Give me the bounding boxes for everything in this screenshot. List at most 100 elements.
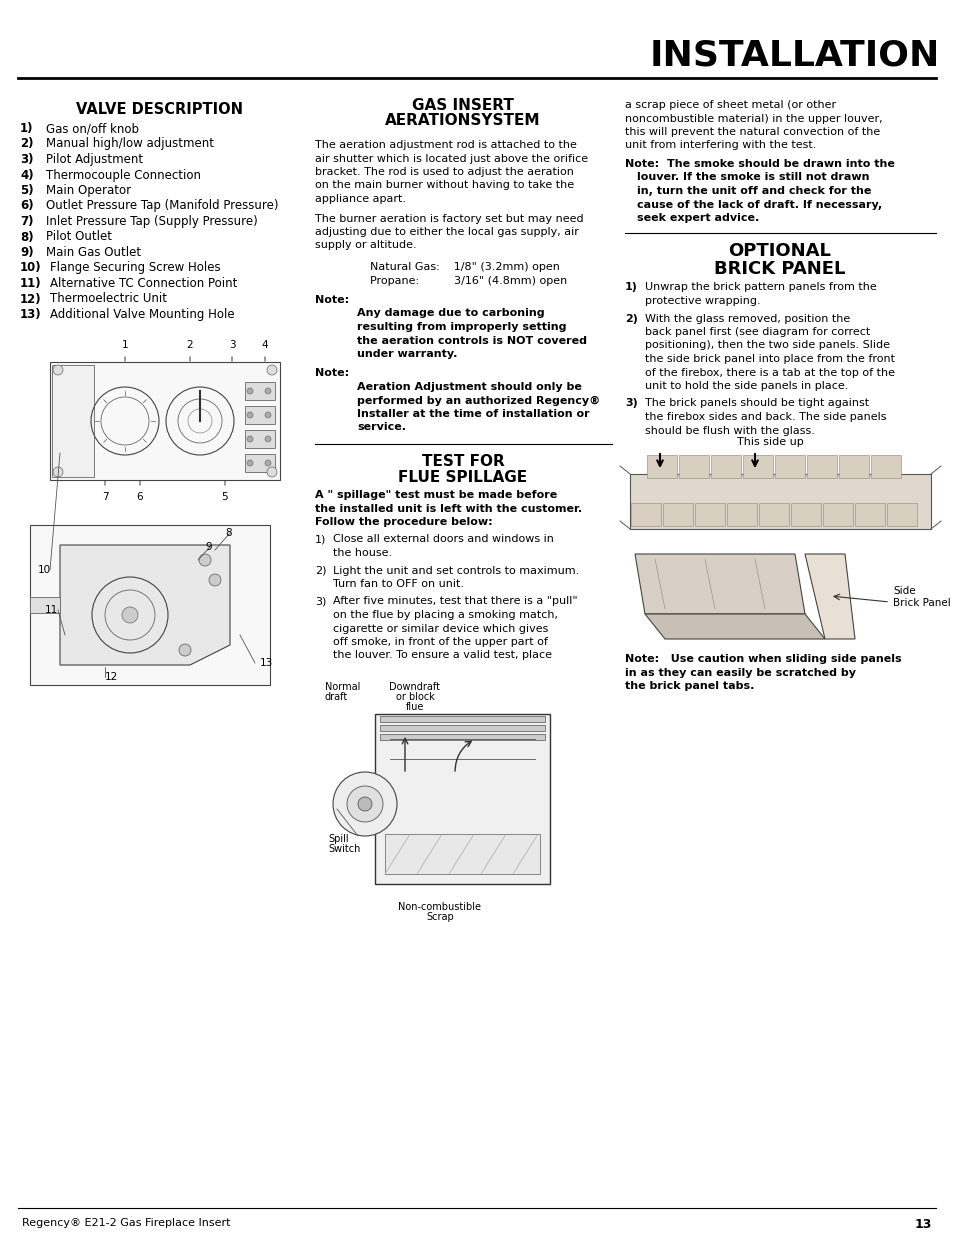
Text: 3: 3 xyxy=(229,340,235,350)
Polygon shape xyxy=(804,555,854,638)
Bar xyxy=(30,597,60,613)
Text: Light the unit and set controls to maximum.: Light the unit and set controls to maxim… xyxy=(333,566,578,576)
Bar xyxy=(379,716,544,722)
Text: FLUE SPILLAGE: FLUE SPILLAGE xyxy=(398,471,527,485)
Text: back panel first (see diagram for correct: back panel first (see diagram for correc… xyxy=(644,327,869,337)
Bar xyxy=(52,366,94,477)
Text: GAS INSERT: GAS INSERT xyxy=(412,98,514,112)
Text: the louver. To ensure a valid test, place: the louver. To ensure a valid test, plac… xyxy=(333,651,552,661)
Bar xyxy=(385,834,539,874)
Circle shape xyxy=(199,555,211,566)
Text: INSTALLATION: INSTALLATION xyxy=(649,38,939,72)
Text: the side brick panel into place from the front: the side brick panel into place from the… xyxy=(644,354,894,364)
Text: supply or altitude.: supply or altitude. xyxy=(314,241,416,251)
Text: Downdraft: Downdraft xyxy=(389,682,440,692)
Circle shape xyxy=(267,366,276,375)
Circle shape xyxy=(247,459,253,466)
Text: draft: draft xyxy=(325,692,348,701)
Text: Additional Valve Mounting Hole: Additional Valve Mounting Hole xyxy=(50,308,234,321)
Text: 5): 5) xyxy=(20,184,33,198)
Text: 13): 13) xyxy=(20,308,42,321)
Text: on the flue by placing a smoking match,: on the flue by placing a smoking match, xyxy=(333,610,558,620)
Text: 11): 11) xyxy=(20,277,42,290)
Bar xyxy=(375,714,550,884)
Text: Close all external doors and windows in: Close all external doors and windows in xyxy=(333,535,554,545)
Text: 1): 1) xyxy=(20,122,33,135)
Text: a scrap piece of sheet metal (or other: a scrap piece of sheet metal (or other xyxy=(624,100,835,110)
Text: OPTIONAL: OPTIONAL xyxy=(728,242,831,261)
Circle shape xyxy=(265,412,271,417)
Bar xyxy=(662,503,692,526)
Circle shape xyxy=(53,366,63,375)
Text: Turn fan to OFF on unit.: Turn fan to OFF on unit. xyxy=(333,579,463,589)
Text: service.: service. xyxy=(356,422,406,432)
Text: 10): 10) xyxy=(20,262,42,274)
Circle shape xyxy=(357,797,372,811)
Bar xyxy=(742,454,772,478)
Text: Non-combustible: Non-combustible xyxy=(398,902,481,911)
Text: 3): 3) xyxy=(20,153,33,165)
Bar xyxy=(854,503,884,526)
Text: in, turn the unit off and check for the: in, turn the unit off and check for the xyxy=(637,186,870,196)
Circle shape xyxy=(347,785,382,823)
Text: VALVE DESCRIPTION: VALVE DESCRIPTION xyxy=(76,103,243,117)
Text: off smoke, in front of the upper part of: off smoke, in front of the upper part of xyxy=(333,637,547,647)
Text: Propane:          3/16" (4.8mm) open: Propane: 3/16" (4.8mm) open xyxy=(370,275,567,285)
Text: Installer at the time of installation or: Installer at the time of installation or xyxy=(356,409,589,419)
Text: this will prevent the natural convection of the: this will prevent the natural convection… xyxy=(624,127,880,137)
Text: The aeration adjustment rod is attached to the: The aeration adjustment rod is attached … xyxy=(314,140,577,149)
Text: the aeration controls is NOT covered: the aeration controls is NOT covered xyxy=(356,336,586,346)
Text: TEST FOR: TEST FOR xyxy=(421,454,504,469)
Text: The burner aeration is factory set but may need: The burner aeration is factory set but m… xyxy=(314,214,583,224)
Text: Scrap: Scrap xyxy=(426,911,454,923)
Text: the installed unit is left with the customer.: the installed unit is left with the cust… xyxy=(314,504,581,514)
Text: performed by an authorized Regency®: performed by an authorized Regency® xyxy=(356,395,599,405)
Text: 13: 13 xyxy=(914,1218,931,1231)
Polygon shape xyxy=(635,555,804,614)
Circle shape xyxy=(247,436,253,442)
Bar xyxy=(245,454,274,472)
Bar xyxy=(838,454,868,478)
Polygon shape xyxy=(644,614,824,638)
Text: 2): 2) xyxy=(624,314,638,324)
Text: in as they can easily be scratched by: in as they can easily be scratched by xyxy=(624,667,855,678)
Text: Note:   Use caution when sliding side panels: Note: Use caution when sliding side pane… xyxy=(624,655,901,664)
Text: louver. If the smoke is still not drawn: louver. If the smoke is still not drawn xyxy=(637,173,868,183)
Text: Alternative TC Connection Point: Alternative TC Connection Point xyxy=(50,277,237,290)
Text: The brick panels should be tight against: The brick panels should be tight against xyxy=(644,399,868,409)
Bar xyxy=(50,362,280,480)
Text: Note:: Note: xyxy=(314,368,349,378)
Text: cigarette or similar device which gives: cigarette or similar device which gives xyxy=(333,624,548,634)
Text: positioning), then the two side panels. Slide: positioning), then the two side panels. … xyxy=(644,341,889,351)
Text: the house.: the house. xyxy=(333,548,392,558)
Circle shape xyxy=(247,388,253,394)
Text: Natural Gas:    1/8" (3.2mm) open: Natural Gas: 1/8" (3.2mm) open xyxy=(370,262,559,272)
Bar xyxy=(245,382,274,400)
Bar xyxy=(379,734,544,740)
Text: 4): 4) xyxy=(20,168,33,182)
Polygon shape xyxy=(60,545,230,664)
Bar xyxy=(245,406,274,424)
Circle shape xyxy=(265,388,271,394)
Text: unit from interfering with the test.: unit from interfering with the test. xyxy=(624,141,816,151)
Text: Inlet Pressure Tap (Supply Pressure): Inlet Pressure Tap (Supply Pressure) xyxy=(46,215,257,228)
Text: 8: 8 xyxy=(225,529,232,538)
Bar xyxy=(30,525,270,685)
Text: 3): 3) xyxy=(314,597,326,606)
Bar xyxy=(710,454,740,478)
Text: protective wrapping.: protective wrapping. xyxy=(644,296,760,306)
Text: Note:: Note: xyxy=(314,295,349,305)
Bar xyxy=(790,503,821,526)
Text: under warranty.: under warranty. xyxy=(356,350,456,359)
Bar xyxy=(759,503,788,526)
Text: Gas on/off knob: Gas on/off knob xyxy=(46,122,139,135)
Text: 6: 6 xyxy=(136,492,143,501)
Bar xyxy=(245,430,274,448)
Bar xyxy=(679,454,708,478)
Bar xyxy=(774,454,804,478)
Text: 7): 7) xyxy=(20,215,33,228)
Text: Aeration Adjustment should only be: Aeration Adjustment should only be xyxy=(356,382,581,391)
Text: 10: 10 xyxy=(38,564,51,576)
Text: Normal: Normal xyxy=(325,682,360,692)
Circle shape xyxy=(267,467,276,477)
